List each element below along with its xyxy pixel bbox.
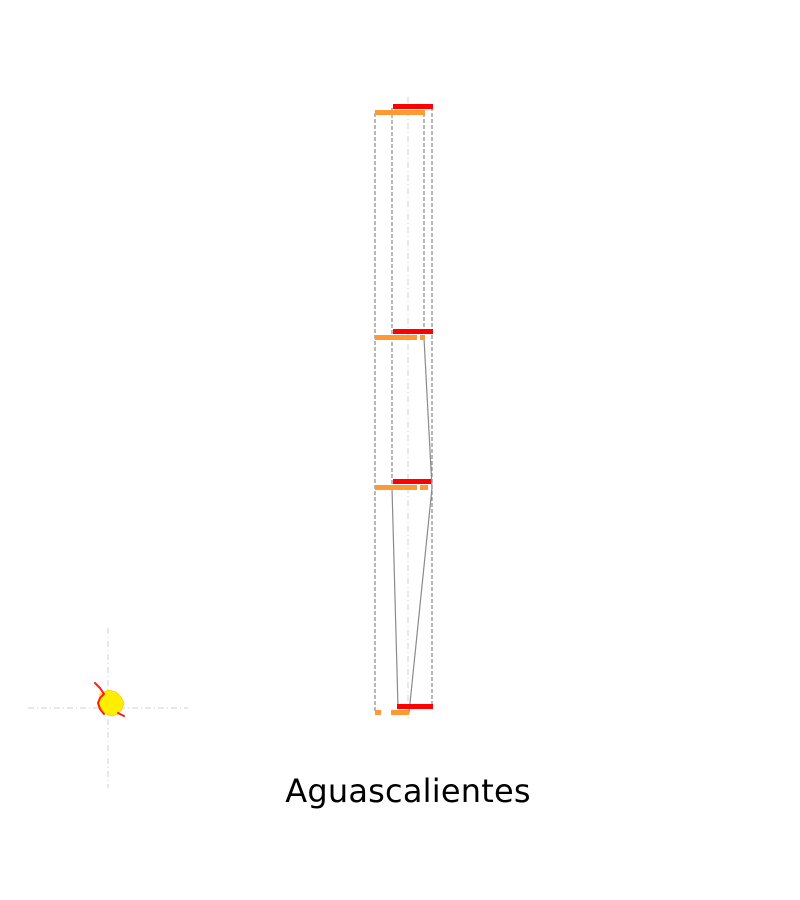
level-1-primary-bar	[393, 104, 433, 109]
level-2-secondary-bar	[375, 335, 417, 340]
level-2-bars	[375, 329, 433, 340]
map-locator	[28, 628, 188, 788]
connector-a	[423, 337, 433, 489]
level-4-primary-bar	[397, 704, 433, 709]
connector-c	[391, 487, 399, 708]
level-4-bars	[375, 704, 433, 715]
level-3-primary-bar	[393, 479, 431, 484]
level-2-primary-bar	[393, 329, 433, 334]
connector-b	[408, 487, 433, 714]
level-1-secondary-bar	[375, 110, 425, 115]
region-shape-outline-red	[94, 682, 125, 717]
region-title: Aguascalientes	[285, 772, 531, 810]
level-3-secondary-bar-small	[420, 485, 428, 490]
level-4-secondary-bar-left	[375, 710, 381, 715]
level-connectors	[391, 337, 433, 714]
level-2-secondary-bar-small	[420, 335, 425, 340]
level-4-secondary-bar	[391, 710, 409, 715]
level-1-bars	[375, 104, 433, 115]
level-3-secondary-bar	[375, 485, 417, 490]
dashed-frames	[374, 107, 433, 713]
level-3-bars	[375, 479, 431, 490]
